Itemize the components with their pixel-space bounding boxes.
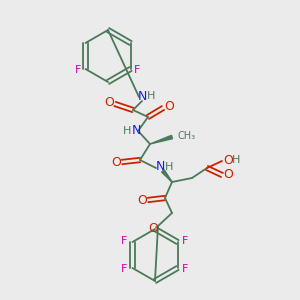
Text: H: H	[147, 91, 155, 101]
Text: F: F	[134, 65, 141, 75]
Text: N: N	[137, 89, 147, 103]
Text: O: O	[148, 221, 158, 235]
Text: O: O	[111, 155, 121, 169]
Text: CH₃: CH₃	[178, 131, 196, 141]
Text: N: N	[131, 124, 141, 137]
Text: F: F	[182, 236, 189, 246]
Text: F: F	[121, 264, 128, 274]
Polygon shape	[162, 170, 172, 182]
Text: H: H	[165, 162, 173, 172]
Text: O: O	[223, 167, 233, 181]
Text: O: O	[164, 100, 174, 113]
Text: O: O	[223, 154, 233, 166]
Text: F: F	[75, 65, 82, 75]
Text: O: O	[137, 194, 147, 206]
Text: F: F	[182, 264, 189, 274]
Text: N: N	[155, 160, 165, 173]
Text: H: H	[232, 155, 240, 165]
Text: F: F	[121, 236, 128, 246]
Text: O: O	[104, 97, 114, 110]
Text: H: H	[123, 126, 131, 136]
Polygon shape	[150, 135, 172, 144]
